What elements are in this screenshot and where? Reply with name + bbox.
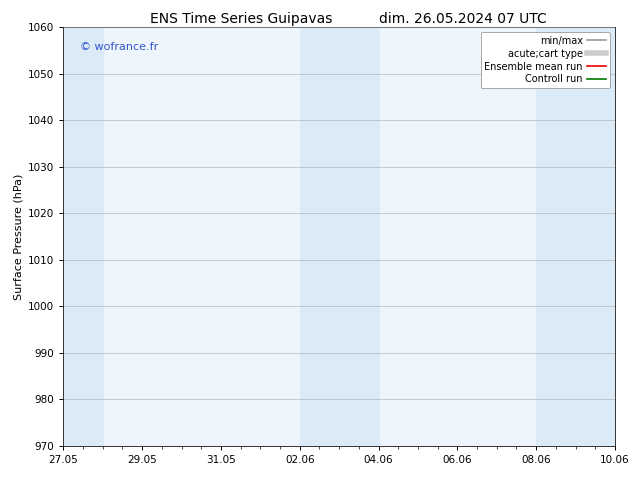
Bar — [63, 27, 103, 446]
Legend: min/max, acute;cart type, Ensemble mean run, Controll run: min/max, acute;cart type, Ensemble mean … — [481, 32, 610, 88]
Y-axis label: Surface Pressure (hPa): Surface Pressure (hPa) — [14, 173, 24, 299]
Bar — [300, 27, 378, 446]
Text: dim. 26.05.2024 07 UTC: dim. 26.05.2024 07 UTC — [379, 12, 547, 26]
Text: © wofrance.fr: © wofrance.fr — [80, 42, 158, 51]
Bar — [536, 27, 615, 446]
Text: ENS Time Series Guipavas: ENS Time Series Guipavas — [150, 12, 332, 26]
